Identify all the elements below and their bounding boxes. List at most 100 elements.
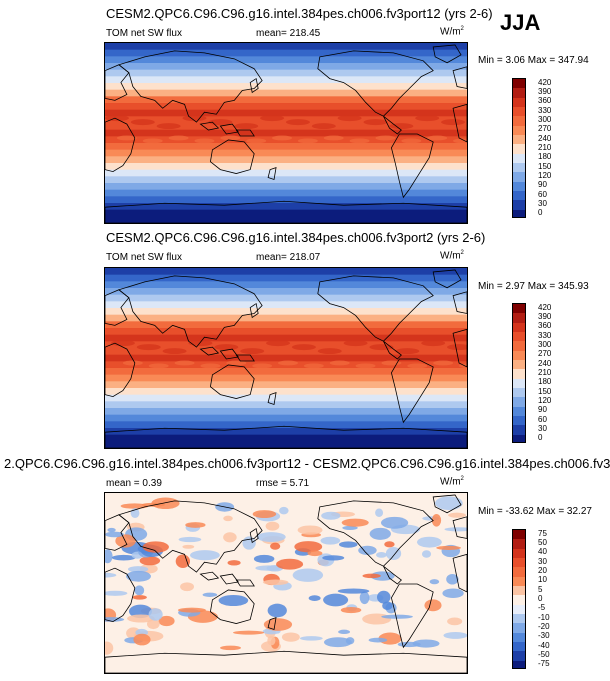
colorbar-tick-label: 90 (538, 180, 547, 190)
field-band (105, 381, 467, 389)
colorbar-segment (513, 200, 525, 210)
diff-anomaly-patches (105, 496, 467, 655)
colorbar-segment (513, 585, 525, 596)
panel3-colorbar (512, 529, 526, 669)
colorbar-segment (513, 116, 525, 126)
colorbar-tick-label: 120 (538, 171, 552, 180)
colorbar-segment (513, 660, 525, 668)
colorbar-tick-label: 180 (538, 152, 552, 162)
colorbar-segment (513, 88, 525, 98)
colorbar-tick-label: 5 (538, 584, 543, 594)
colorbar-segment (513, 567, 525, 577)
colorbar-tick-label: 60 (538, 189, 547, 199)
field-band (105, 203, 467, 211)
colorbar-tick-label: 90 (538, 405, 547, 415)
colorbar-tick-label: 40 (538, 547, 547, 557)
colorbar-segment (513, 378, 525, 388)
colorbar-tick-label: 300 (538, 340, 552, 349)
field-band (105, 408, 467, 416)
panel3-mean-label: mean = 0.39 (106, 478, 162, 489)
panel1-units: W/m2 (440, 26, 464, 38)
field-band (105, 367, 467, 376)
colorbar-tick-label: 420 (538, 302, 552, 312)
colorbar-segment (513, 595, 525, 605)
field-band (105, 354, 467, 362)
coastline-outlines (105, 44, 467, 223)
colorbar-segment (513, 162, 525, 173)
colorbar-segment (513, 613, 525, 624)
colorbar-tick-label: 60 (538, 414, 547, 424)
colorbar-tick-label: 0 (538, 594, 543, 603)
colorbar-segment (513, 415, 525, 426)
panel3-colorbar-labels: 75 50 40 30 20 10 5 0 -5 -10 -20 -30 -40 -50 -75 (538, 529, 578, 669)
field-band (105, 401, 467, 409)
colorbar-segment (513, 304, 525, 314)
panel3-rmse-label: rmse = 5.71 (256, 478, 310, 489)
colorbar-segment (513, 97, 525, 107)
colorbar-tick-label: 30 (538, 424, 547, 433)
field-band (105, 69, 467, 77)
field-band (105, 387, 467, 396)
coastline-outlines (105, 494, 467, 673)
panel1-mean-label: mean= 218.45 (256, 28, 321, 39)
colorbar-tick-label: 30 (538, 199, 547, 208)
colorbar-tick-label: -40 (538, 640, 550, 650)
colorbar-tick-label: 150 (538, 386, 552, 396)
coastline-outlines (105, 269, 467, 448)
field-band (105, 216, 467, 223)
field-band (105, 149, 467, 157)
field-band (105, 307, 467, 316)
colorbar-segment (513, 425, 525, 435)
colorbar-segment (513, 530, 525, 540)
colorbar-segment (513, 134, 525, 145)
field-band (105, 176, 467, 184)
panel1-variable-label: TOM net SW flux (106, 28, 182, 39)
field-band (105, 56, 467, 64)
field-band (105, 287, 467, 296)
season-label: JJA (500, 10, 541, 35)
panel3-map (104, 492, 468, 674)
field-band (105, 268, 467, 276)
field-band (105, 142, 467, 151)
colorbar-segment (513, 350, 525, 360)
field-band (105, 123, 467, 131)
colorbar-tick-label: 390 (538, 87, 552, 96)
panel1-colorbar (512, 78, 526, 218)
field-band (105, 62, 467, 71)
colorbar-segment (513, 313, 525, 323)
colorbar-segment (513, 434, 525, 442)
colorbar-segment (513, 387, 525, 398)
field-band (105, 109, 467, 117)
field-band (105, 374, 467, 382)
colorbar-segment (513, 153, 525, 163)
panel3-title: 2.QPC6.C96.C96.g16.intel.384pes.ch006.fv… (4, 456, 610, 471)
field-band (105, 328, 467, 336)
colorbar-tick-label: 240 (538, 358, 552, 368)
colorbar-tick-label: 300 (538, 115, 552, 124)
field-band (105, 82, 467, 91)
field-band (105, 294, 467, 302)
colorbar-tick-label: 330 (538, 105, 552, 115)
colorbar-segment (513, 641, 525, 652)
colorbar-tick-label: -50 (538, 650, 550, 659)
colorbar-segment (513, 623, 525, 633)
colorbar-tick-label: 390 (538, 312, 552, 321)
field-band (105, 129, 467, 137)
colorbar-segment (513, 604, 525, 614)
colorbar-segment (513, 209, 525, 217)
colorbar-tick-label: 0 (538, 208, 543, 218)
field-band (105, 196, 467, 204)
colorbar-segment (513, 322, 525, 332)
colorbar-segment (513, 181, 525, 191)
panel3-minmax: Min = -33.62 Max = 32.27 (478, 506, 592, 517)
field-band (105, 156, 467, 164)
field-band (105, 116, 467, 124)
colorbar-tick-label: 420 (538, 77, 552, 87)
colorbar-tick-label: 20 (538, 566, 547, 575)
panel1-title: CESM2.QPC6.C96.C96.g16.intel.384pes.ch00… (106, 6, 493, 21)
panel2-mean-label: mean= 218.07 (256, 252, 321, 263)
panel1-map (104, 42, 468, 224)
field-band (105, 281, 467, 289)
field-band (105, 394, 467, 402)
colorbar-tick-label: -5 (538, 603, 546, 613)
